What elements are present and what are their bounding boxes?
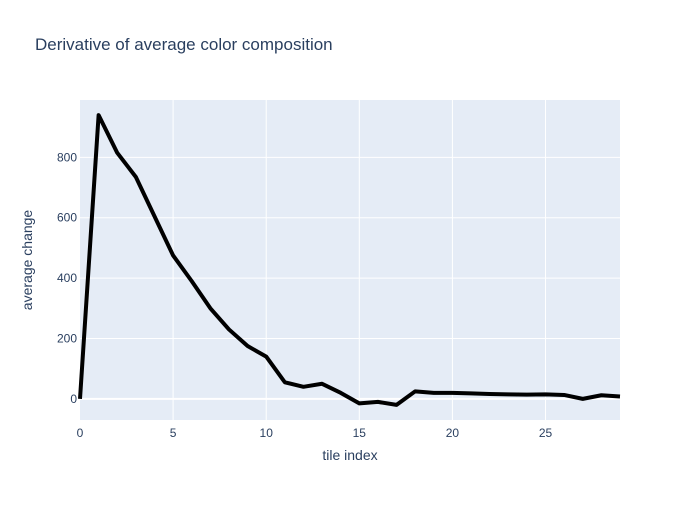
y-axis-label: average change <box>19 210 35 311</box>
plot-area <box>80 100 620 420</box>
y-tick-label: 0 <box>70 392 77 406</box>
x-tick-label: 15 <box>353 426 367 440</box>
x-tick-label: 25 <box>539 426 553 440</box>
y-tick-label: 800 <box>57 150 77 164</box>
tick-labels: 0 5 10 15 20 25 0 200 400 600 800 <box>57 150 553 440</box>
x-axis-label: tile index <box>322 447 377 463</box>
series-line <box>78 113 621 407</box>
chart-title: Derivative of average color composition <box>35 35 333 54</box>
x-tick-label: 0 <box>77 426 84 440</box>
x-tick-label: 5 <box>170 426 177 440</box>
x-tick-label: 20 <box>446 426 460 440</box>
y-tick-label: 600 <box>57 211 77 225</box>
x-tick-label: 10 <box>260 426 274 440</box>
y-tick-label: 400 <box>57 271 77 285</box>
y-tick-label: 200 <box>57 331 77 345</box>
